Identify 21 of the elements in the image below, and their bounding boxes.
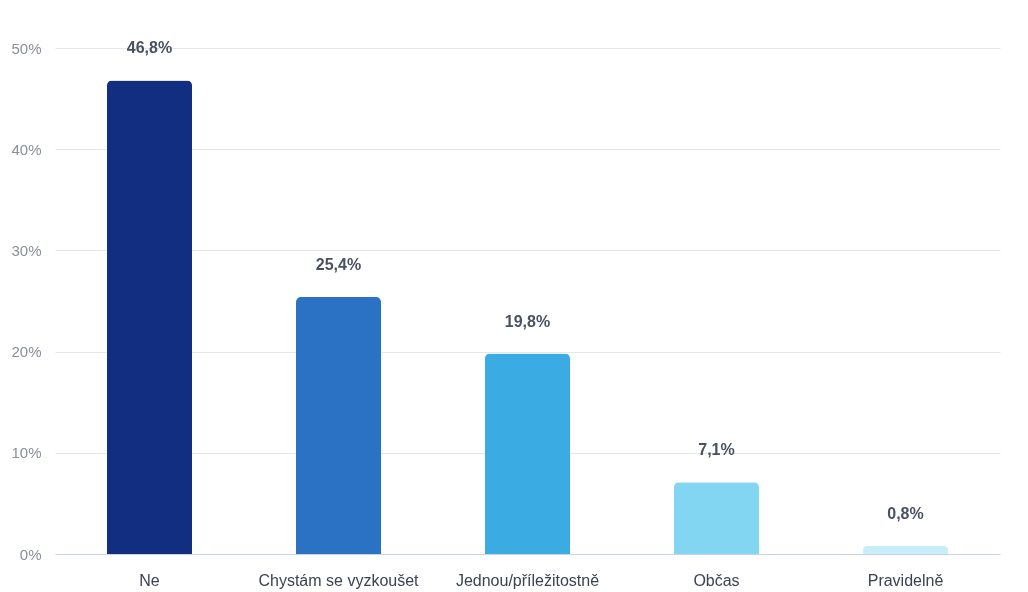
data-label: 46,8% [126,39,173,57]
data-label: 0,8% [887,504,924,522]
y-tick-label: 10% [11,444,42,462]
bar [107,80,192,554]
x-tick-label: Jednou/příležitostně [455,571,600,589]
bar [863,545,948,554]
data-label: 19,8% [504,312,551,330]
y-tick-label: 20% [11,343,42,361]
x-tick-label: Chystám se vyzkoušet [258,571,420,589]
x-tick-label: Občas [693,571,740,589]
y-tick-label: 30% [11,241,42,259]
y-tick-label: 0% [19,545,42,563]
bar [296,296,381,554]
x-tick-label: Ne [139,571,160,589]
y-tick-label: 40% [11,140,42,158]
x-tick-label: Pravidelně [867,571,944,589]
data-label: 25,4% [315,255,362,273]
data-label: 7,1% [698,441,735,459]
bar [485,353,570,554]
bar [674,482,759,554]
y-tick-label: 50% [11,39,42,57]
